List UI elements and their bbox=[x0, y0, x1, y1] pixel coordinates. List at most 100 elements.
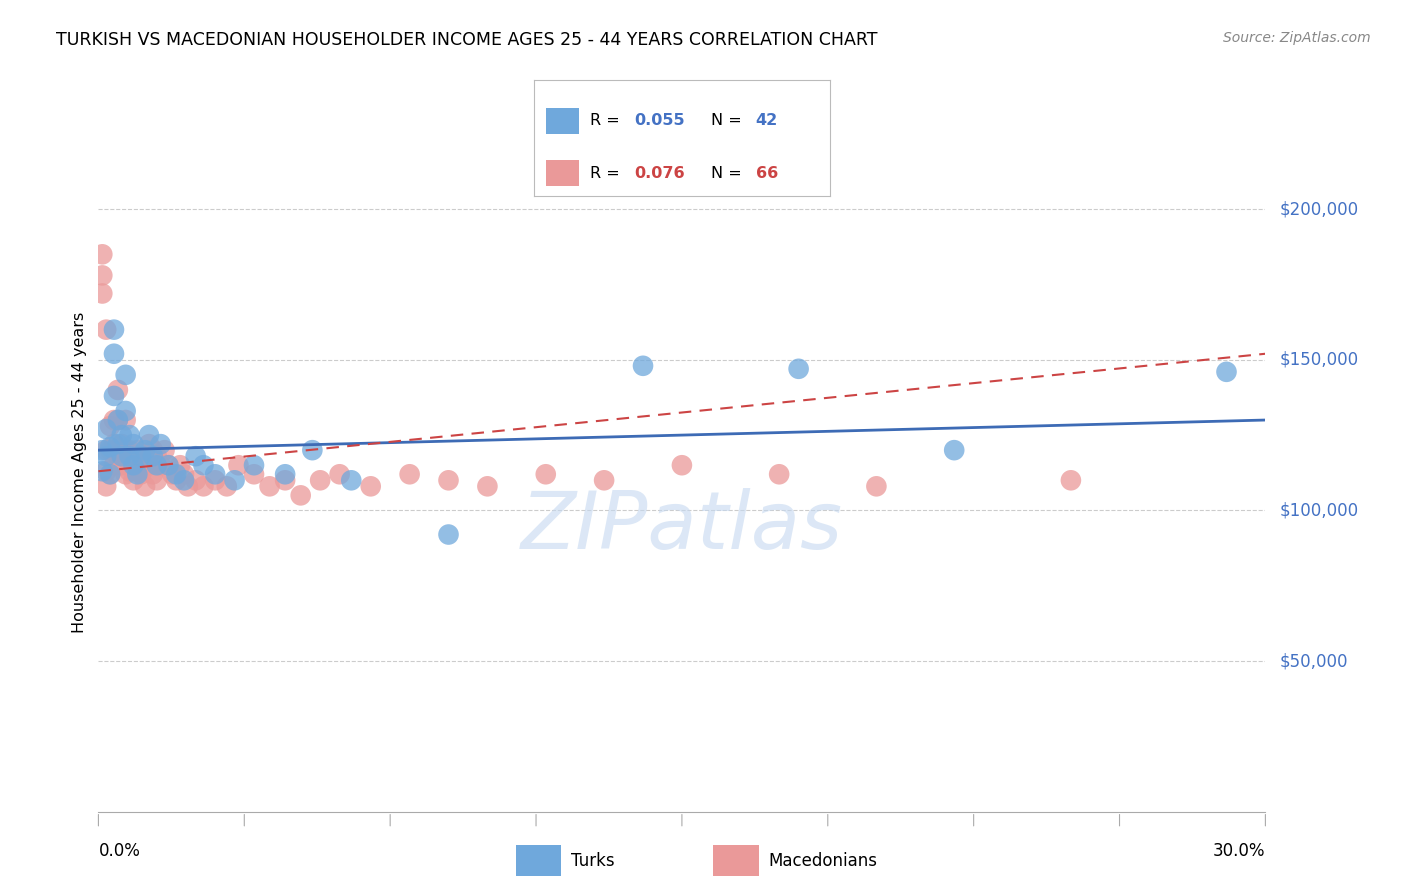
Point bbox=[274, 473, 297, 487]
Point bbox=[215, 479, 238, 493]
Point bbox=[865, 479, 887, 493]
Point bbox=[437, 473, 460, 487]
Text: 30.0%: 30.0% bbox=[1213, 842, 1265, 860]
Point bbox=[274, 467, 297, 482]
Point bbox=[184, 449, 207, 463]
Text: $200,000: $200,000 bbox=[1279, 200, 1358, 219]
Point bbox=[96, 449, 118, 463]
Point bbox=[142, 467, 165, 482]
Text: ZIPatlas: ZIPatlas bbox=[520, 488, 844, 566]
Point bbox=[259, 479, 281, 493]
Point bbox=[98, 467, 121, 482]
Point bbox=[114, 467, 136, 482]
Point bbox=[103, 323, 125, 337]
Point bbox=[173, 473, 195, 487]
Point bbox=[91, 247, 114, 261]
Point bbox=[149, 437, 172, 451]
Text: Macedonians: Macedonians bbox=[769, 852, 877, 870]
Point bbox=[107, 383, 129, 397]
Point bbox=[96, 323, 118, 337]
Text: 0.076: 0.076 bbox=[634, 166, 685, 180]
Text: 0.055: 0.055 bbox=[634, 113, 685, 128]
Point bbox=[224, 473, 246, 487]
Point bbox=[107, 449, 129, 463]
Point bbox=[118, 464, 141, 478]
Point bbox=[142, 449, 165, 463]
Point bbox=[111, 449, 134, 463]
Point bbox=[193, 479, 215, 493]
Point bbox=[103, 413, 125, 427]
Point bbox=[107, 437, 129, 451]
Point bbox=[173, 467, 195, 482]
Point bbox=[98, 440, 121, 454]
Bar bbox=[713, 846, 759, 876]
Point bbox=[309, 473, 332, 487]
Point bbox=[593, 473, 616, 487]
Bar bbox=[516, 846, 561, 876]
Text: 42: 42 bbox=[756, 113, 778, 128]
Point bbox=[943, 443, 966, 458]
Point bbox=[165, 467, 187, 482]
Point bbox=[146, 449, 169, 463]
Text: $150,000: $150,000 bbox=[1279, 351, 1358, 368]
Point bbox=[398, 467, 420, 482]
Point bbox=[165, 473, 187, 487]
Point bbox=[301, 443, 323, 458]
Point bbox=[534, 467, 557, 482]
Point bbox=[340, 473, 363, 487]
Point bbox=[96, 422, 118, 436]
Point bbox=[129, 467, 152, 482]
Point bbox=[122, 437, 145, 451]
Text: $50,000: $50,000 bbox=[1279, 652, 1348, 670]
Point bbox=[107, 413, 129, 427]
Point bbox=[360, 479, 382, 493]
Point bbox=[91, 443, 114, 458]
Text: Turks: Turks bbox=[571, 852, 614, 870]
Text: $100,000: $100,000 bbox=[1279, 501, 1358, 519]
Point bbox=[122, 473, 145, 487]
Point bbox=[768, 467, 790, 482]
Point bbox=[204, 467, 226, 482]
Text: R =: R = bbox=[591, 166, 626, 180]
Point bbox=[134, 479, 156, 493]
Point bbox=[146, 473, 169, 487]
Text: 66: 66 bbox=[756, 166, 778, 180]
Point bbox=[228, 458, 250, 473]
Point bbox=[142, 443, 165, 458]
Point bbox=[96, 464, 118, 478]
Bar bbox=[546, 161, 579, 186]
Point bbox=[243, 458, 266, 473]
Point bbox=[138, 437, 160, 451]
Point bbox=[111, 428, 134, 442]
Point bbox=[122, 458, 145, 473]
Point bbox=[157, 458, 180, 473]
Text: 0.0%: 0.0% bbox=[98, 842, 141, 860]
Point bbox=[127, 443, 149, 458]
Point bbox=[127, 467, 149, 482]
Point bbox=[98, 443, 121, 458]
Point bbox=[134, 443, 156, 458]
Point bbox=[157, 458, 180, 473]
Point bbox=[1215, 365, 1237, 379]
Point bbox=[111, 437, 134, 451]
Point bbox=[118, 428, 141, 442]
Point bbox=[162, 467, 184, 482]
Y-axis label: Householder Income Ages 25 - 44 years: Householder Income Ages 25 - 44 years bbox=[72, 312, 87, 633]
Point bbox=[91, 268, 114, 283]
Point bbox=[631, 359, 654, 373]
Point bbox=[787, 361, 810, 376]
Point bbox=[114, 404, 136, 418]
Point bbox=[437, 527, 460, 541]
Point bbox=[96, 479, 118, 493]
Point bbox=[122, 449, 145, 463]
Point bbox=[243, 467, 266, 482]
Point bbox=[107, 413, 129, 427]
Point bbox=[114, 413, 136, 427]
Point bbox=[329, 467, 352, 482]
Point bbox=[98, 419, 121, 434]
Point bbox=[138, 458, 160, 473]
Point bbox=[129, 449, 152, 463]
Point bbox=[114, 368, 136, 382]
Point bbox=[153, 443, 176, 458]
Point bbox=[138, 428, 160, 442]
